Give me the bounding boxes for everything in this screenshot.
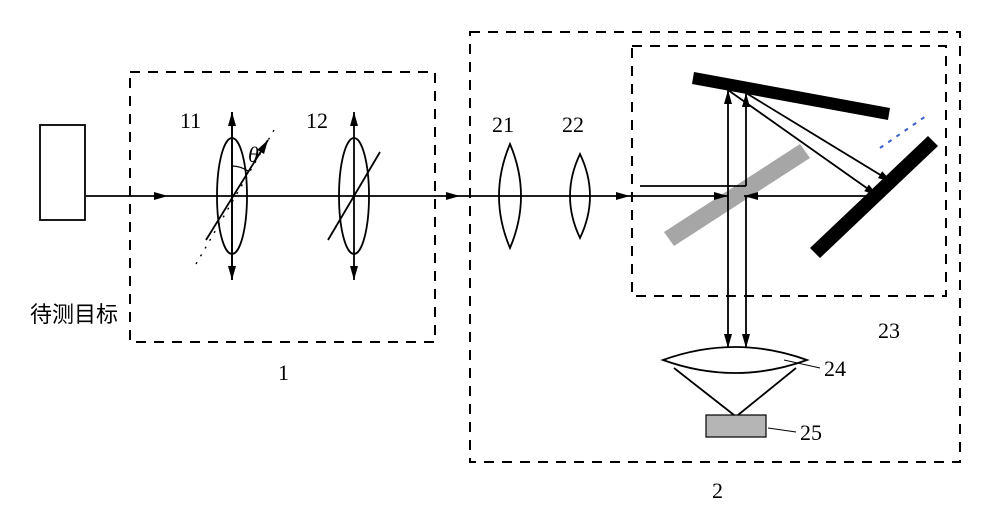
target-label: 待测目标 (30, 302, 118, 327)
mirror-top (692, 72, 890, 120)
beam-splitter (664, 144, 810, 246)
optical-diagram: 待测目标 1 θ 11 12 2 21 22 23 24 25 (0, 0, 1000, 522)
label-24: 24 (824, 356, 846, 381)
module1-label: 1 (278, 360, 289, 385)
label-21: 21 (492, 112, 514, 137)
label-12: 12 (306, 108, 328, 133)
theta-label: θ (248, 142, 259, 167)
module2-label: 2 (712, 478, 723, 503)
mirror-right (810, 136, 938, 258)
label-22: 22 (562, 112, 584, 137)
detector-25 (706, 415, 766, 437)
target-block (40, 125, 85, 220)
label-11: 11 (180, 108, 201, 133)
label-25: 25 (800, 420, 822, 445)
label-23: 23 (878, 318, 900, 343)
